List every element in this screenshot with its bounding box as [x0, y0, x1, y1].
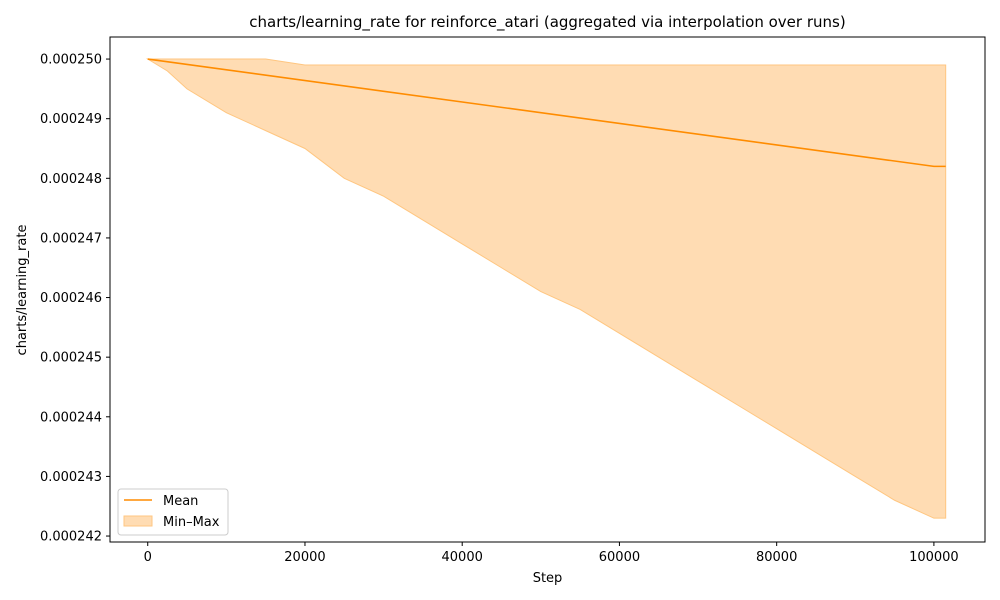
x-tick-label: 80000: [756, 550, 797, 565]
x-tick-label: 60000: [599, 550, 640, 565]
legend: Mean Min–Max: [117, 488, 229, 536]
chart-title: charts/learning_rate for reinforce_atari…: [249, 13, 845, 32]
y-axis-title: charts/learning_rate: [15, 225, 30, 356]
mean-line: [147, 58, 946, 168]
x-axis-title: Step: [533, 571, 563, 586]
y-tick-label: 0.000249: [40, 112, 102, 127]
y-tick-label: 0.000250: [40, 53, 102, 68]
legend-minmax-swatch: [123, 515, 153, 527]
y-tick-label: 0.000246: [40, 291, 102, 306]
y-tick-label: 0.000248: [40, 172, 102, 187]
y-tick-label: 0.000243: [40, 470, 102, 485]
y-tick-label: 0.000245: [40, 351, 102, 366]
legend-mean-label: Mean: [163, 494, 198, 509]
x-tick-label: 0: [144, 550, 152, 565]
plot-area: [145, 58, 947, 519]
legend-minmax-label: Min–Max: [163, 515, 220, 530]
x-tick-label: 100000: [909, 550, 959, 565]
minmax-band: [145, 58, 947, 519]
y-axis: 0.000242 0.000243 0.000244 0.000245 0.000246…: [40, 53, 110, 545]
y-tick-label: 0.000242: [40, 530, 102, 545]
y-tick-label: 0.000244: [40, 410, 102, 425]
x-tick-label: 40000: [442, 550, 483, 565]
plot-frame: [109, 36, 986, 543]
x-tick-label: 20000: [284, 550, 325, 565]
y-tick-label: 0.000247: [40, 231, 102, 246]
x-axis: 0 20000 40000 60000 80000 100000: [144, 542, 959, 565]
